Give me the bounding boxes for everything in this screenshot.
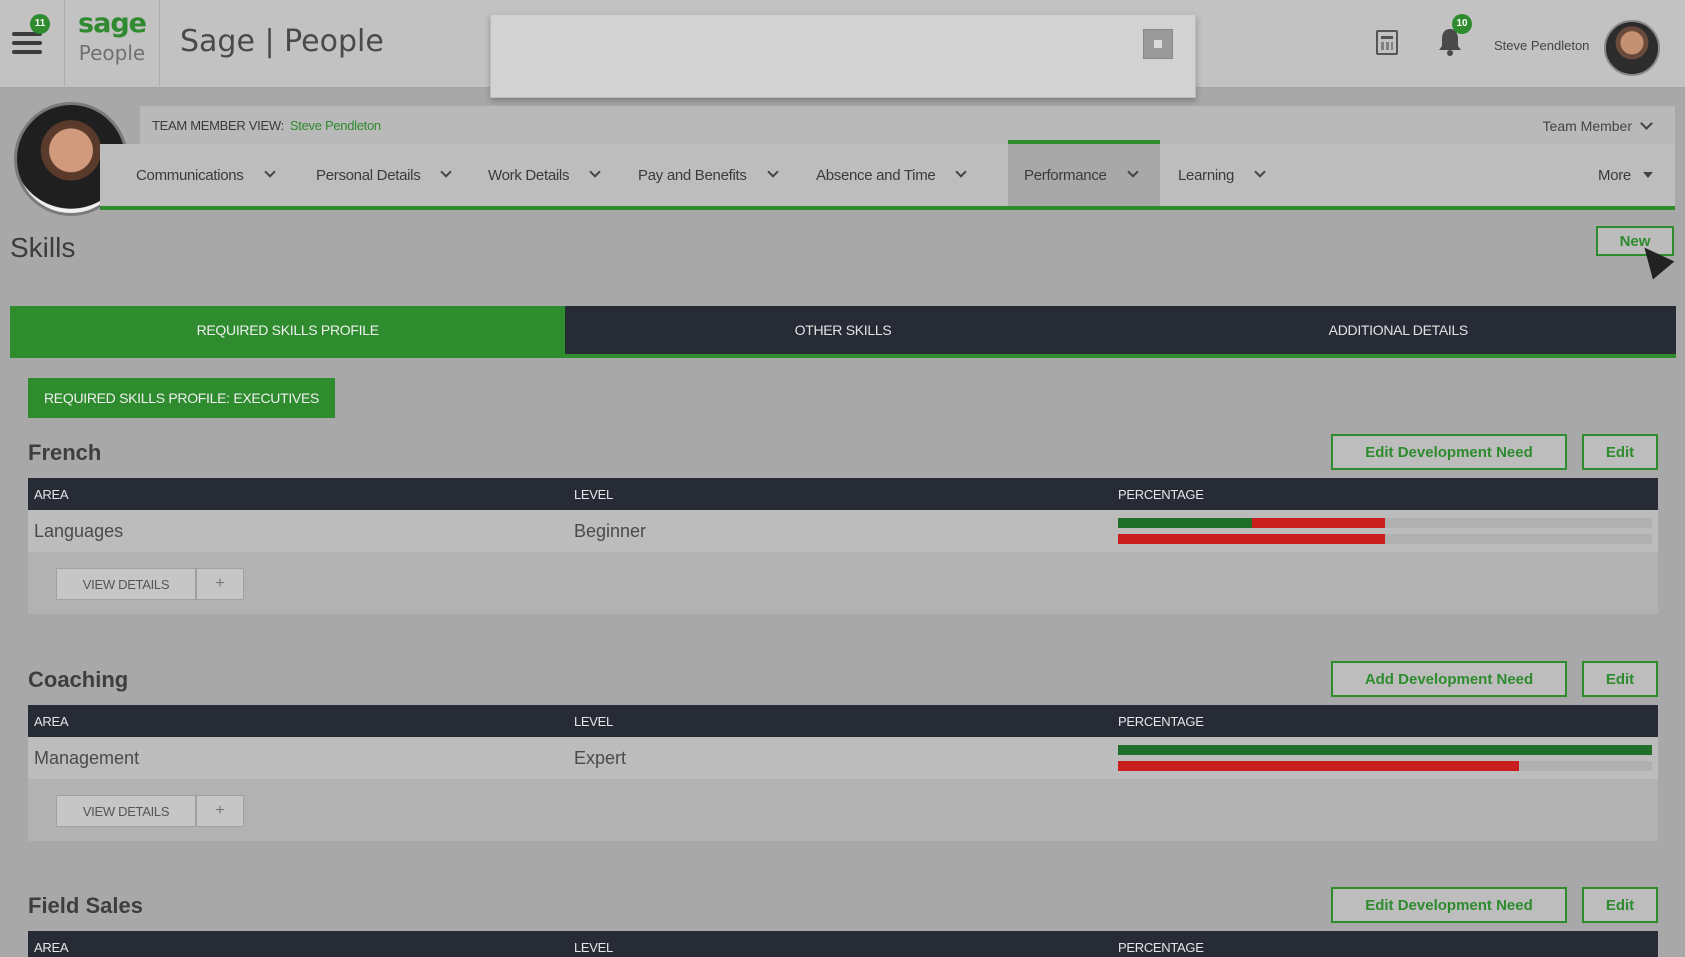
add-development-need-button[interactable]: Add Development Need (1331, 661, 1567, 697)
search-panel (490, 14, 1196, 98)
team-member-name[interactable]: Steve Pendleton (289, 118, 381, 133)
column-header-level: LEVEL (574, 487, 613, 502)
skills-tabs: REQUIRED SKILLS PROFILE OTHER SKILLS ADD… (10, 306, 1676, 358)
bell-icon[interactable] (1436, 26, 1464, 56)
view-details-button[interactable]: VIEW DETAILS (56, 568, 196, 600)
skill-table-header: AREA LEVEL PERCENTAGE (28, 478, 1658, 510)
search-input[interactable] (503, 33, 1103, 73)
nav-work-details[interactable]: Work Details (472, 144, 601, 206)
profile-nav: Communications Personal Details Work Det… (100, 140, 1675, 210)
nav-more[interactable]: More (1582, 144, 1653, 206)
edit-skill-button[interactable]: Edit (1582, 434, 1658, 470)
skill-table-footer: VIEW DETAILS + (28, 552, 1658, 614)
nav-communications[interactable]: Communications (120, 144, 276, 206)
menu-badge: 11 (30, 14, 50, 34)
column-header-percentage: PERCENTAGE (1118, 940, 1204, 955)
actual-level-fill (1118, 518, 1252, 528)
nav-label: Personal Details (316, 166, 421, 184)
chevron-down-icon (766, 166, 779, 178)
required-level-fill (1118, 534, 1385, 544)
skill-table-header: AREA LEVEL PERCENTAGE (28, 705, 1658, 737)
nav-pay-and-benefits[interactable]: Pay and Benefits (622, 144, 779, 206)
actual-level-fill (1118, 745, 1652, 755)
column-header-area: AREA (34, 940, 69, 955)
column-header-percentage: PERCENTAGE (1118, 714, 1204, 729)
nav-absence-and-time[interactable]: Absence and Time (800, 144, 968, 206)
level-cell: Beginner (574, 521, 647, 541)
new-button[interactable]: New (1596, 226, 1674, 256)
nav-learning[interactable]: Learning (1162, 144, 1266, 206)
actual-level-bar (1118, 518, 1652, 528)
chevron-down-icon (955, 166, 968, 178)
skill-name: Field Sales (28, 893, 143, 918)
required-level-fill (1118, 761, 1519, 771)
add-button[interactable]: + (196, 568, 244, 600)
add-button[interactable]: + (196, 795, 244, 827)
chevron-down-icon (589, 166, 601, 178)
nav-label: Pay and Benefits (638, 166, 747, 184)
skills-profile-badge: REQUIRED SKILLS PROFILE: EXECUTIVES (28, 378, 336, 418)
nav-label: Work Details (488, 166, 570, 184)
app-title: Sage | People (180, 24, 384, 59)
team-member-bar: TEAM MEMBER VIEW: Steve Pendleton Team Me… (140, 106, 1675, 144)
logo-people-text: People (78, 41, 146, 65)
chevron-down-icon (263, 166, 276, 178)
column-header-percentage: PERCENTAGE (1118, 487, 1204, 502)
hamburger-icon[interactable] (12, 32, 42, 54)
nav-label: Performance (1024, 166, 1107, 184)
chevron-down-icon (1254, 166, 1266, 178)
column-header-level: LEVEL (574, 940, 613, 955)
actual-level-bar (1118, 745, 1652, 755)
team-member-view-text: TEAM MEMBER VIEW: (152, 118, 284, 133)
notification-badge: 10 (1452, 14, 1472, 34)
required-level-bar (1118, 761, 1652, 771)
column-header-area: AREA (34, 487, 69, 502)
edit-skill-button[interactable]: Edit (1582, 887, 1658, 923)
nav-label: Communications (136, 166, 244, 184)
column-header-level: LEVEL (574, 714, 613, 729)
sage-logo[interactable]: sage People (64, 0, 160, 88)
chevron-down-icon (1126, 166, 1139, 178)
edit-skill-button[interactable]: Edit (1582, 661, 1658, 697)
tab-other-skills[interactable]: OTHER SKILLS (565, 306, 1121, 354)
user-name[interactable]: Steve Pendleton (1494, 38, 1590, 53)
skill-table-header: AREA LEVEL PERCENTAGE (28, 931, 1658, 957)
table-row: Management Expert (28, 737, 1658, 779)
calendar-icon[interactable] (1376, 30, 1398, 55)
actual-level-gap-fill (1251, 518, 1385, 528)
role-selector[interactable]: Team Member (1543, 118, 1651, 134)
search-icon[interactable] (1143, 29, 1173, 59)
skill-table-footer: VIEW DETAILS + (28, 779, 1658, 841)
chevron-down-icon (440, 166, 453, 178)
logo-sage-text: sage (78, 8, 147, 39)
nav-label: More (1598, 166, 1631, 184)
nav-performance[interactable]: Performance (1008, 140, 1160, 206)
required-level-bar (1118, 534, 1652, 544)
skill-name: French (28, 440, 102, 465)
area-cell: Management (34, 748, 140, 768)
caret-down-icon (1642, 172, 1653, 178)
top-bar: 11 sage People Sage | People 10 Steve Pe… (0, 0, 1685, 98)
user-avatar[interactable] (1604, 20, 1660, 76)
nav-label: Absence and Time (816, 166, 936, 184)
view-details-button[interactable]: VIEW DETAILS (56, 795, 196, 827)
edit-development-need-button[interactable]: Edit Development Need (1331, 434, 1567, 470)
nav-label: Learning (1178, 166, 1234, 184)
level-cell: Expert (574, 748, 627, 768)
page-title: Skills (10, 232, 76, 263)
edit-development-need-button[interactable]: Edit Development Need (1331, 887, 1567, 923)
tab-additional-details[interactable]: ADDITIONAL DETAILS (1120, 306, 1676, 354)
table-row: Languages Beginner (28, 510, 1658, 552)
team-member-view-label: TEAM MEMBER VIEW: Steve Pendleton (152, 118, 381, 133)
skill-name: Coaching (28, 667, 129, 692)
area-cell: Languages (34, 521, 124, 541)
nav-personal-details[interactable]: Personal Details (300, 144, 453, 206)
tab-required-skills-profile[interactable]: REQUIRED SKILLS PROFILE (10, 306, 566, 354)
column-header-area: AREA (34, 714, 69, 729)
